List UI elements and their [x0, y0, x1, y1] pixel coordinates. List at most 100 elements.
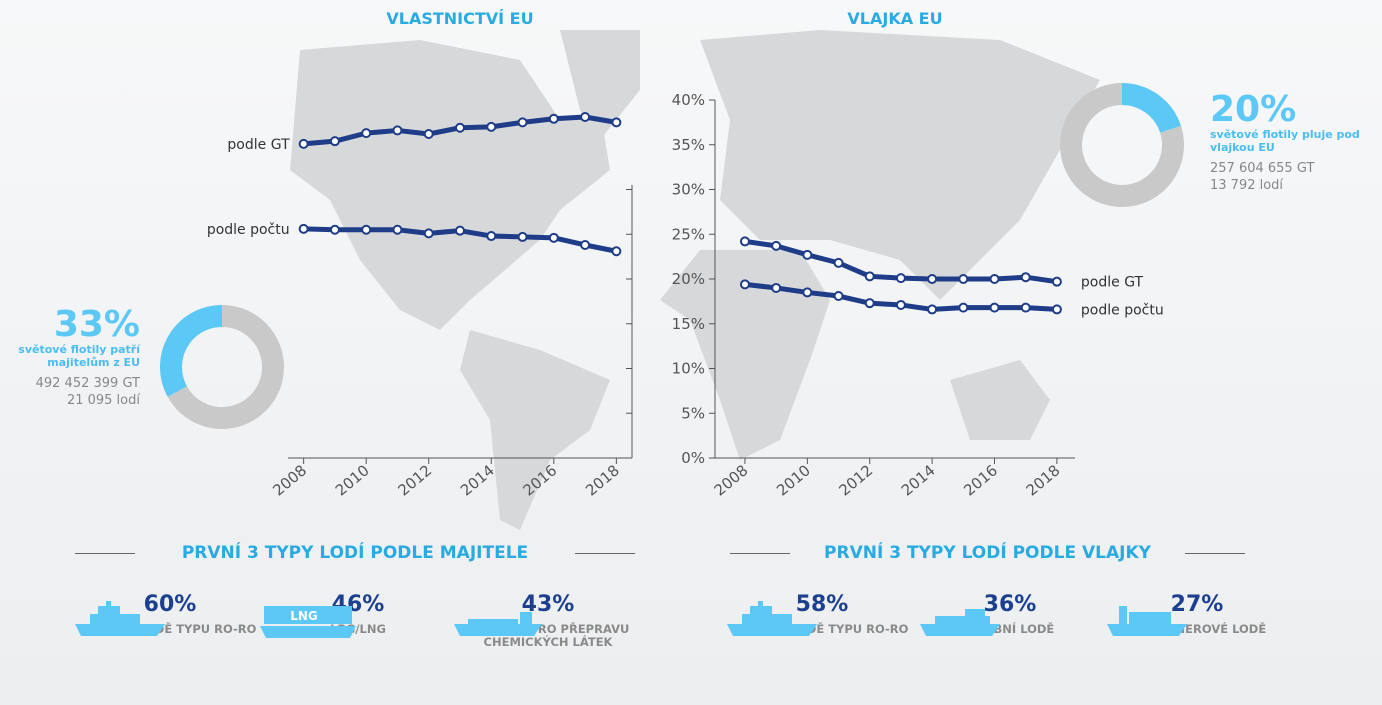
containers: [1129, 612, 1171, 624]
point: [958, 302, 969, 313]
y-tick-label: 30%: [672, 181, 705, 199]
point: [423, 228, 434, 239]
donut-text: 20% světové flotily pluje pod vlajkou EU 2…: [1210, 92, 1360, 194]
section-title-text: PRVNÍ 3 TYPY LODÍ PODLE MAJITELE: [181, 543, 529, 563]
detail: 13 792 lodí: [1210, 178, 1284, 193]
y-tick-label: 5%: [681, 404, 705, 422]
y-tick-label: 0%: [681, 449, 705, 467]
funnel: [106, 601, 111, 606]
point: [864, 271, 875, 282]
ship-icon: [920, 609, 1000, 636]
point: [361, 128, 372, 139]
point: [1051, 304, 1062, 315]
point: [1020, 302, 1031, 313]
ship-icon: [454, 612, 542, 636]
hull: [75, 624, 165, 636]
bridge: [1119, 606, 1127, 624]
ship-icon: LNG: [260, 606, 356, 638]
donut-details: 257 604 655 GT 13 792 lodí: [1210, 160, 1360, 194]
point: [298, 138, 309, 149]
point: [927, 304, 938, 315]
y-tick-label: 25%: [672, 225, 705, 243]
world-map: [290, 30, 1100, 530]
x-tick-label: 2008: [711, 461, 752, 499]
ship-share: 58%: [795, 592, 849, 617]
hull: [454, 624, 542, 636]
point: [548, 113, 559, 124]
bridge: [98, 606, 120, 614]
donut-segment: [160, 305, 223, 397]
x-tick-label: 2016: [960, 461, 1001, 499]
point: [423, 129, 434, 140]
hull: [727, 624, 817, 636]
section-title: PRVNÍ 3 TYPY LODÍ PODLE MAJITELE: [75, 543, 635, 563]
chart-title: VLAJKA EU: [847, 9, 942, 28]
donut-rest: [167, 305, 284, 429]
pipes: [468, 619, 518, 624]
point: [989, 302, 1000, 313]
ship-icon: [727, 601, 817, 636]
point: [771, 282, 782, 293]
point: [958, 274, 969, 284]
x-tick-label: 2014: [898, 461, 939, 499]
donut-segment: [1121, 83, 1181, 134]
point: [486, 231, 497, 242]
ship-section: PRVNÍ 3 TYPY LODÍ PODLE MAJITELE 60% OSOBN…: [75, 540, 635, 705]
ship-icon: [1107, 606, 1187, 636]
point: [895, 299, 906, 310]
x-tick-label: 2018: [582, 461, 623, 499]
point: [833, 257, 844, 268]
hull: [260, 626, 356, 638]
section-title-text: PRVNÍ 3 TYPY LODÍ PODLE VLAJKY: [824, 543, 1151, 563]
y-tick-label: 10%: [672, 360, 705, 378]
point: [802, 249, 813, 260]
legend-label: podle GT: [1081, 275, 1144, 291]
rule: [730, 553, 790, 554]
point: [548, 232, 559, 243]
ship-type: 60% OSOBNÍ LODĚ TYPU RO-RO: [70, 592, 270, 636]
x-tick-label: 2014: [457, 461, 498, 499]
point: [329, 136, 340, 147]
point: [329, 224, 340, 235]
y-tick-label: 40%: [672, 91, 705, 109]
point: [739, 279, 750, 290]
detail: 257 604 655 GT: [1210, 161, 1315, 176]
funnel: [758, 601, 763, 606]
hull: [1107, 624, 1187, 636]
point: [580, 112, 591, 123]
point: [611, 117, 622, 128]
point: [455, 122, 465, 133]
deck: [742, 614, 792, 624]
point: [1051, 276, 1062, 287]
legend-label: podle GT: [227, 137, 290, 153]
point: [580, 239, 591, 250]
ship-type: 58% OSOBNÍ LODĚ TYPU RO-RO: [722, 592, 922, 636]
y-tick-label: 20%: [672, 270, 705, 288]
x-tick-label: 2018: [1023, 461, 1064, 499]
legend-label: podle počtu: [207, 222, 290, 238]
hull: [920, 624, 1000, 636]
y-tick-label: 35%: [672, 136, 705, 154]
ship-type: 43% TANKERY PRO PŘEPRAVU CHEMICKÝCH LÁTEK: [448, 592, 648, 649]
point: [802, 287, 813, 298]
donut-value: 20%: [1210, 89, 1297, 130]
chart-title: VLASTNICTVÍ EU: [386, 9, 533, 28]
point: [989, 274, 1000, 284]
detail: 492 452 399 GT: [35, 376, 140, 391]
ship-icon: [75, 601, 165, 636]
point: [833, 291, 844, 302]
deck: [90, 614, 140, 624]
bridge: [750, 606, 772, 614]
detail: 21 095 lodí: [66, 393, 140, 408]
ship-share: 36%: [983, 592, 1037, 617]
donut-value: 33%: [53, 304, 140, 345]
point: [392, 224, 403, 235]
point: [611, 246, 622, 257]
ship-share: 60%: [143, 592, 197, 617]
point: [895, 273, 906, 284]
x-tick-label: 2008: [269, 461, 310, 499]
ship-type: 46% LNG LPG/LNG: [258, 592, 458, 638]
rule: [575, 553, 635, 554]
